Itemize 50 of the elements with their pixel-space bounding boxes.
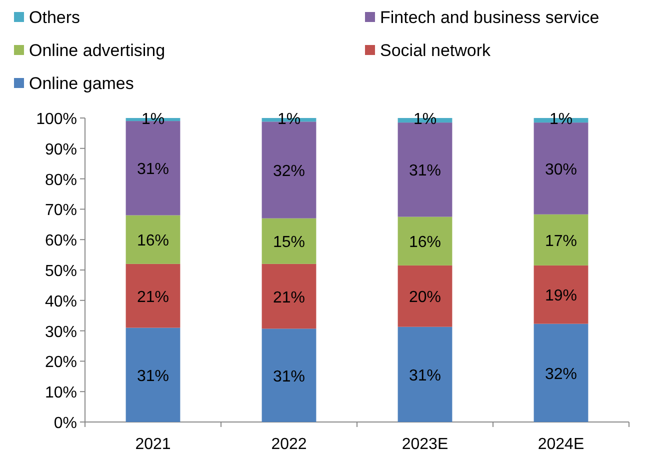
bar bbox=[262, 218, 316, 264]
data-label: 16% bbox=[136, 232, 170, 250]
x-tick-label: 2021 bbox=[135, 436, 171, 453]
bar bbox=[534, 265, 588, 324]
data-label: 31% bbox=[272, 368, 306, 386]
y-tick-label: 100% bbox=[36, 111, 77, 128]
data-label: 30% bbox=[544, 161, 578, 178]
y-tick-label: 10% bbox=[44, 384, 77, 402]
bar bbox=[262, 328, 316, 422]
data-label: 20% bbox=[408, 289, 442, 306]
bar bbox=[398, 216, 452, 266]
y-tick-label: 30% bbox=[44, 324, 77, 341]
data-label: 16% bbox=[408, 234, 442, 252]
bar bbox=[398, 265, 452, 327]
bar bbox=[534, 122, 588, 214]
bar bbox=[126, 215, 180, 264]
y-tick-label: 90% bbox=[44, 141, 77, 158]
legend-label: Online games bbox=[29, 74, 134, 93]
legend-label: Online advertising bbox=[29, 41, 166, 60]
y-tick-label: 60% bbox=[44, 232, 77, 250]
data-label: 31% bbox=[136, 368, 170, 385]
data-label: 15% bbox=[272, 234, 306, 252]
y-tick-label: 20% bbox=[44, 354, 77, 372]
data-label: 21% bbox=[272, 289, 306, 306]
data-label: 31% bbox=[136, 161, 170, 178]
data-label: 19% bbox=[544, 288, 578, 305]
data-label: 17% bbox=[544, 232, 578, 250]
y-tick-label: 80% bbox=[44, 172, 77, 189]
y-tick-label: 40% bbox=[44, 293, 77, 310]
data-label: 21% bbox=[136, 288, 170, 306]
bar bbox=[126, 264, 180, 328]
x-tick-label: 2024E bbox=[538, 436, 584, 453]
x-tick-label: 2023E bbox=[402, 436, 448, 453]
bar bbox=[534, 214, 588, 266]
x-tick-label: 2022 bbox=[271, 436, 307, 453]
data-label: 31% bbox=[408, 162, 442, 180]
bar bbox=[126, 328, 180, 422]
data-label: 32% bbox=[544, 366, 578, 383]
legend-label: Social network bbox=[380, 41, 492, 60]
legend-label: Others bbox=[29, 8, 80, 27]
bar bbox=[398, 326, 452, 422]
y-tick-label: 0% bbox=[54, 415, 77, 432]
data-label: 32% bbox=[272, 162, 306, 180]
legend-label: Fintech and business service bbox=[380, 8, 600, 27]
data-label: 31% bbox=[408, 367, 442, 384]
y-tick-label: 50% bbox=[44, 263, 77, 280]
bar bbox=[398, 122, 452, 217]
bar bbox=[262, 264, 316, 329]
bar bbox=[534, 324, 588, 422]
y-tick-label: 70% bbox=[44, 202, 77, 220]
